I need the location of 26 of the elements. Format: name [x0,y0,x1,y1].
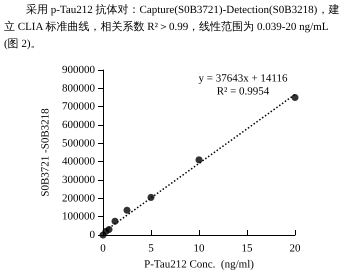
x-tick-label: 5 [148,242,154,254]
point [292,94,298,101]
point [148,194,154,201]
x-axis-title: P-Tau212 Conc. (ng/ml) [144,258,254,270]
y-tick-label: 900000 [62,64,96,76]
point [124,206,130,214]
x-tick-label: 15 [242,242,253,254]
y-tick-label: 800000 [62,82,96,94]
y-axis-title: S0B3721 -S0B3218 [40,108,52,197]
y-tick-label: 0 [90,229,96,241]
y-tick-label: 200000 [62,192,96,204]
y-tick-label: 600000 [62,119,96,131]
y-tick-label: 700000 [62,100,96,113]
annotation: y = 37643x + 14116 [198,72,288,84]
point [112,218,118,225]
annotation: R² = 0.9954 [216,86,270,98]
chart-title: 采用 p-Tau212 抗体对：Capture(S0B3721)-Detection(S0B3218)，建立 CLIA 标准曲线，相关系数 R²＞0.99，线性范围为 0.039-20 ng/mL (图 2)。 [4,3,340,52]
y-tick-label: 300000 [62,174,96,186]
x-tick-label: 10 [194,242,205,254]
point [106,226,112,233]
y-tick-label: 500000 [62,137,96,150]
x-tick-label: 20 [290,242,301,254]
point [196,156,202,164]
y-tick-label: 400000 [62,156,96,168]
x-tick-label: 0 [100,242,106,254]
y-tick-label: 100000 [62,210,96,223]
